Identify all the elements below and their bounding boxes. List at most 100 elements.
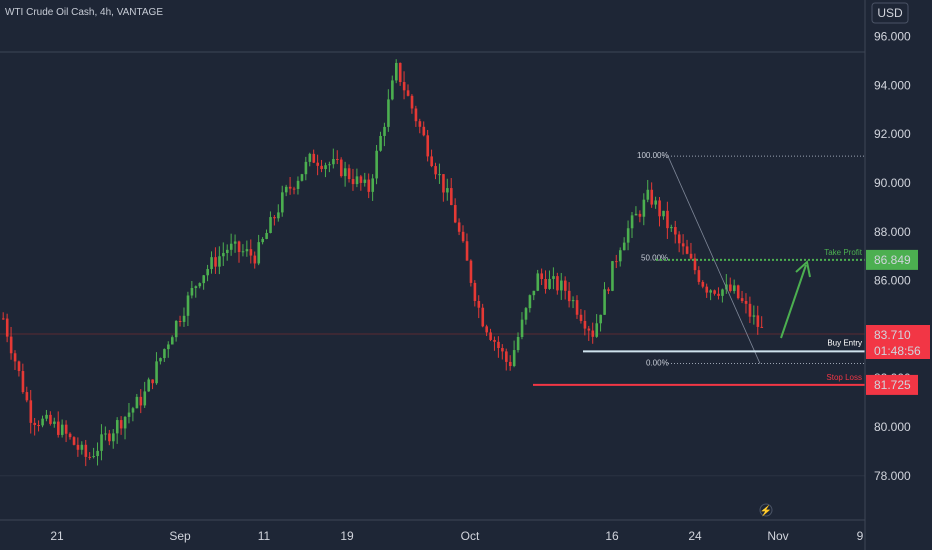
candle — [689, 253, 693, 259]
candle — [583, 320, 587, 329]
candle — [402, 82, 406, 91]
candle — [520, 319, 524, 337]
candle — [339, 159, 343, 177]
candle — [245, 249, 249, 252]
candle — [461, 231, 465, 242]
price-axis[interactable] — [865, 0, 932, 550]
candle — [21, 371, 25, 393]
candle — [591, 330, 595, 337]
candle — [375, 150, 378, 179]
candle — [308, 153, 312, 162]
candle — [190, 288, 194, 296]
currency-button[interactable] — [871, 2, 909, 24]
candle — [383, 126, 386, 136]
candle — [17, 361, 21, 372]
candle — [670, 227, 673, 229]
candle — [206, 269, 209, 276]
candle — [469, 260, 473, 283]
candle — [595, 323, 599, 337]
candle — [277, 212, 280, 219]
candle — [269, 217, 272, 233]
candle — [406, 90, 410, 96]
buy-entry-label: Buy Entry — [827, 338, 862, 347]
candle — [587, 328, 591, 331]
candle — [532, 290, 536, 296]
candle — [693, 258, 697, 271]
candle — [300, 174, 304, 181]
candle — [182, 315, 186, 322]
currency-label: USD — [877, 6, 903, 20]
candle — [292, 188, 296, 190]
candle — [414, 108, 418, 122]
candle — [603, 289, 606, 315]
candle — [104, 433, 107, 435]
candle — [332, 159, 335, 165]
candle — [732, 285, 736, 291]
candle — [395, 62, 398, 81]
candle — [336, 159, 339, 161]
candle — [273, 217, 276, 219]
candle — [646, 189, 650, 200]
candle — [709, 290, 712, 293]
lightning-icon[interactable] — [759, 503, 773, 517]
candle — [736, 285, 740, 299]
candle — [528, 295, 532, 309]
candle — [214, 257, 217, 267]
x-tick-label: Oct — [461, 529, 480, 543]
candle — [379, 135, 382, 151]
candle — [497, 341, 500, 349]
candle — [202, 275, 206, 284]
candle — [599, 314, 602, 324]
candle — [64, 424, 68, 434]
candle — [552, 276, 555, 279]
candle — [457, 222, 461, 232]
candle — [343, 168, 347, 177]
candle — [438, 174, 441, 176]
candle — [151, 379, 154, 384]
y-axis-ticks: 96.00094.00092.00090.00088.00086.00084.0… — [874, 30, 911, 483]
candle — [131, 408, 135, 413]
candle — [756, 315, 760, 327]
candle — [481, 307, 485, 327]
stop-loss-tag — [866, 374, 918, 395]
candle — [9, 336, 13, 354]
candle — [387, 99, 390, 127]
candle — [320, 165, 323, 170]
svg-text:⚡: ⚡ — [760, 504, 772, 517]
candle — [430, 156, 433, 167]
candle — [159, 358, 162, 362]
candle — [575, 300, 579, 315]
candle — [760, 326, 764, 328]
candle — [296, 180, 300, 189]
candle — [446, 188, 449, 193]
candle — [33, 422, 37, 426]
x-axis-ticks: 21 Sep 11 19 Oct 16 24 Nov 9 — [50, 529, 863, 543]
candle — [347, 168, 351, 180]
candle — [233, 241, 237, 244]
candle — [717, 293, 720, 296]
candle — [560, 280, 563, 291]
candle — [88, 456, 92, 458]
candle — [434, 166, 437, 175]
candle — [677, 234, 681, 244]
candle — [418, 121, 422, 127]
candle — [25, 392, 29, 401]
candle — [505, 351, 508, 362]
y-tick-label: 80.000 — [874, 420, 911, 434]
candle — [112, 433, 115, 442]
fib-label: 50.00% — [641, 254, 668, 263]
candle — [312, 153, 316, 163]
fib-label: 0.00% — [646, 359, 669, 368]
candle — [222, 253, 225, 257]
candle — [489, 332, 492, 340]
candle — [359, 176, 363, 183]
candle — [324, 165, 327, 170]
candle — [229, 243, 233, 250]
candle — [701, 281, 705, 287]
x-tick-label: 16 — [605, 529, 619, 543]
candle — [37, 425, 40, 427]
candle — [571, 300, 575, 302]
y-tick-label: 86.000 — [874, 274, 911, 288]
